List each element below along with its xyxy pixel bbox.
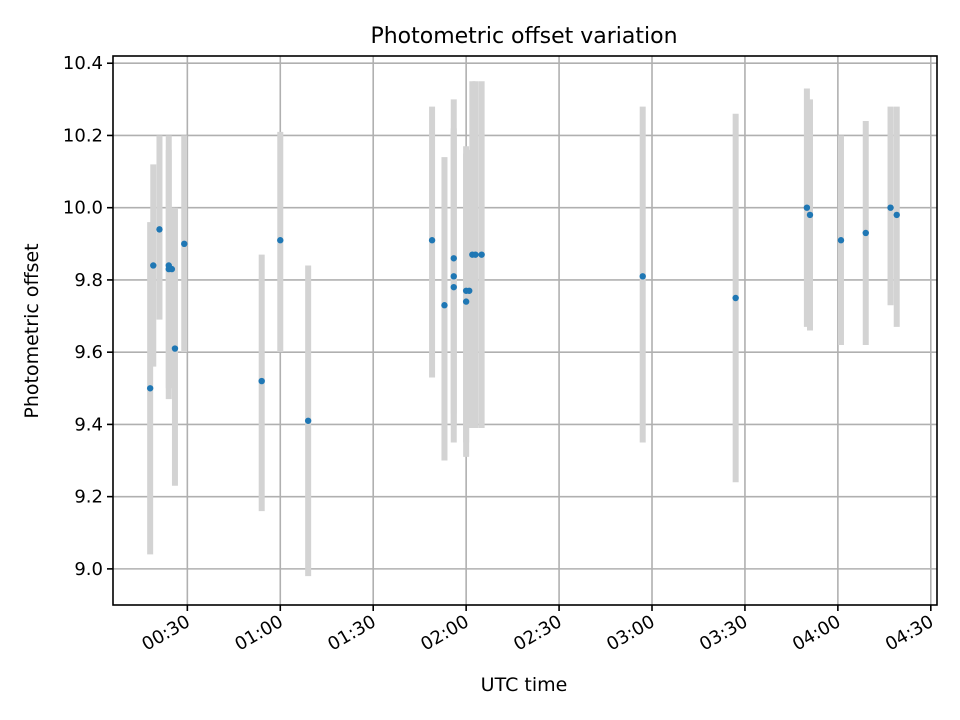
data-point xyxy=(156,226,163,233)
x-tick-label: 02:00 xyxy=(417,611,472,655)
x-axis-label: UTC time xyxy=(481,674,568,696)
data-point xyxy=(732,294,739,302)
data-point xyxy=(441,302,448,309)
x-tick-label: 01:30 xyxy=(324,611,379,655)
data-point xyxy=(887,204,894,211)
plot-frame xyxy=(112,55,938,606)
data-point xyxy=(181,240,188,248)
x-tick-label: 03:30 xyxy=(696,611,751,655)
x-tick-label: 04:30 xyxy=(882,611,937,655)
data-point xyxy=(478,251,485,258)
data-point xyxy=(150,262,157,269)
data-point xyxy=(893,211,900,219)
data-point xyxy=(428,237,436,244)
grid-lines xyxy=(113,56,937,605)
y-tick-label: 10.4 xyxy=(63,53,103,74)
data-point xyxy=(450,273,457,280)
y-tick-label: 9.6 xyxy=(74,342,103,363)
error-bars xyxy=(147,81,900,577)
data-point xyxy=(862,229,869,237)
chart-title: Photometric offset variation xyxy=(370,24,677,49)
data-points xyxy=(146,204,900,424)
data-point xyxy=(171,345,179,352)
data-point xyxy=(146,385,154,392)
data-point xyxy=(837,237,845,244)
y-tick-label: 9.8 xyxy=(74,270,103,291)
y-axis-label: Photometric offset xyxy=(21,243,43,418)
data-point xyxy=(277,237,284,244)
y-tick-label: 9.4 xyxy=(74,414,103,435)
x-tick-label: 04:00 xyxy=(789,611,844,655)
data-point xyxy=(450,255,457,262)
y-tick-label: 10.0 xyxy=(63,198,103,219)
data-point xyxy=(803,204,811,211)
data-point xyxy=(639,273,646,280)
data-point xyxy=(450,283,457,291)
data-point xyxy=(258,377,265,385)
data-point xyxy=(466,287,473,294)
data-point xyxy=(472,251,479,258)
y-tick-label: 9.2 xyxy=(74,487,103,508)
data-point xyxy=(462,298,470,305)
x-tick-label: 03:00 xyxy=(603,611,658,655)
y-axis-ticks: 9.0 9.2 9.4 9.6 9.8 10.0 10.2 10.4 xyxy=(63,53,113,580)
x-tick-label: 00:30 xyxy=(138,611,193,655)
data-point xyxy=(304,417,312,424)
x-tick-label: 02:30 xyxy=(510,611,565,655)
y-tick-label: 10.2 xyxy=(63,125,103,146)
data-point xyxy=(168,265,176,273)
x-axis-ticks: 00:30 01:00 01:30 02:00 02:30 03:00 03:30 04:00… xyxy=(138,605,937,655)
data-point xyxy=(806,211,814,219)
x-tick-label: 01:00 xyxy=(231,611,286,655)
y-tick-label: 9.0 xyxy=(74,559,103,580)
